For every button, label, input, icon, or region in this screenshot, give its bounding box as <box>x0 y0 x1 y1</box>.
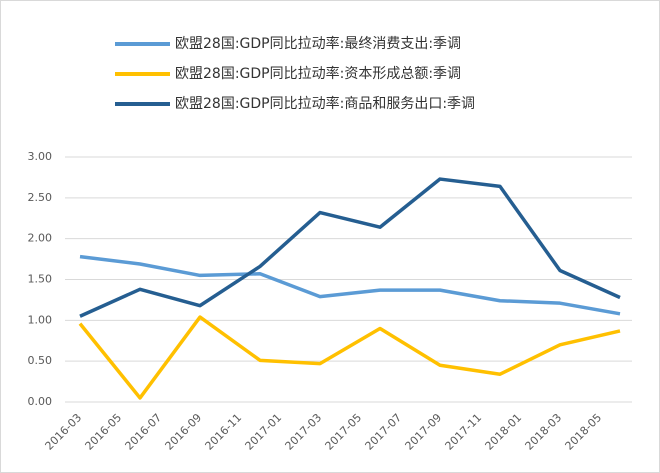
y-tick-label: 0.50 <box>28 354 53 367</box>
y-tick-label: 2.50 <box>28 191 53 204</box>
y-tick-label: 1.00 <box>28 313 53 326</box>
legend-label: 欧盟28国:GDP同比拉动率:商品和服务出口:季调 <box>175 95 475 112</box>
y-tick-label: 3.00 <box>28 150 53 163</box>
y-tick-label: 0.00 <box>28 395 53 408</box>
y-tick-label: 1.50 <box>28 273 53 286</box>
series-line <box>79 254 621 316</box>
legend-label: 欧盟28国:GDP同比拉动率:资本形成总额:季调 <box>175 65 461 82</box>
y-tick-label: 2.00 <box>28 232 53 245</box>
legend-label: 欧盟28国:GDP同比拉动率:最终消费支出:季调 <box>175 35 461 52</box>
series-line <box>78 315 621 400</box>
series-line <box>79 177 621 318</box>
